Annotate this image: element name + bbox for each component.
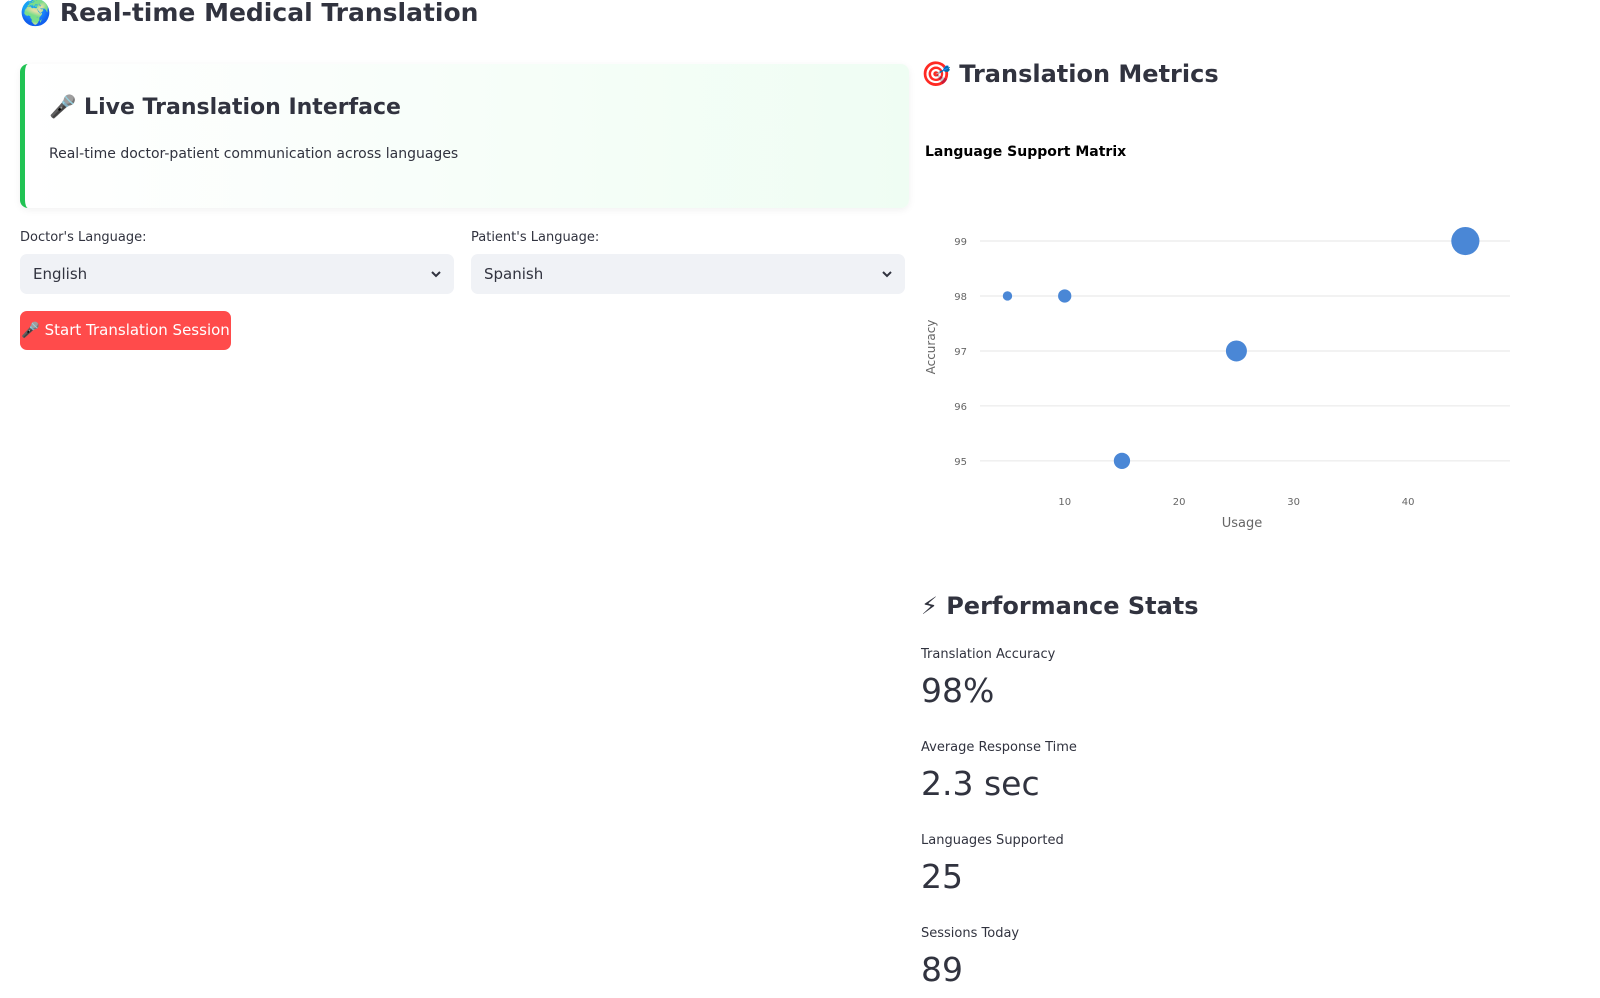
stat-value: 2.3 sec: [921, 764, 1040, 803]
section-heading: ⚡ Performance Stats: [921, 592, 1199, 620]
chevron: [882, 271, 892, 278]
stat-value: 89: [921, 950, 963, 989]
card-title: 🎤 Live Translation Interface: [49, 95, 401, 120]
page-title: 🌍 Real-time Medical Translation: [20, 0, 479, 27]
scatter-point: [1113, 452, 1131, 470]
select-label: Doctor's Language:: [20, 230, 147, 245]
select-value: Spanish: [484, 265, 544, 283]
stat-label: Translation Accuracy: [921, 647, 1056, 662]
y-tick-label: 97: [954, 347, 967, 358]
stat-label: Languages Supported: [921, 833, 1064, 848]
x-axis-label: Usage: [1222, 516, 1263, 531]
select-value: English: [33, 265, 88, 283]
scatter-point: [1058, 289, 1072, 303]
stat-label: Sessions Today: [921, 926, 1020, 941]
stat-value: 98%: [921, 671, 995, 710]
chart-title: Language Support Matrix: [925, 144, 1126, 160]
card-description: Real-time doctor-patient communication a…: [49, 146, 459, 162]
section-heading: 🎯 Translation Metrics: [921, 60, 1219, 88]
start-button[interactable]: 🎤 Start Translation Session: [20, 311, 231, 350]
x-tick-label: 10: [1058, 497, 1071, 508]
x-tick-label: 20: [1173, 497, 1186, 508]
live-card: 🎤 Live Translation Interface Real-time d…: [20, 64, 909, 208]
scatter-point: [1225, 340, 1247, 362]
patient-select[interactable]: Spanish: [471, 254, 905, 294]
y-tick-label: 99: [954, 237, 967, 248]
x-tick-label: 30: [1287, 497, 1300, 508]
stat-value: 25: [921, 857, 963, 896]
y-tick-label: 96: [954, 402, 967, 413]
chart: Language Support Matrix Usage Accuracy 9…: [924, 144, 1510, 531]
doctor-select[interactable]: English: [20, 254, 454, 294]
select-label: Patient's Language:: [471, 230, 600, 245]
y-axis-label: Accuracy: [924, 320, 938, 375]
scatter-point: [1002, 291, 1013, 301]
y-tick-label: 98: [954, 292, 967, 303]
chevron: [431, 271, 441, 278]
stat-label: Average Response Time: [921, 740, 1077, 755]
scatter-point: [1451, 226, 1480, 256]
y-tick-label: 95: [954, 457, 967, 468]
x-tick-label: 40: [1402, 497, 1415, 508]
